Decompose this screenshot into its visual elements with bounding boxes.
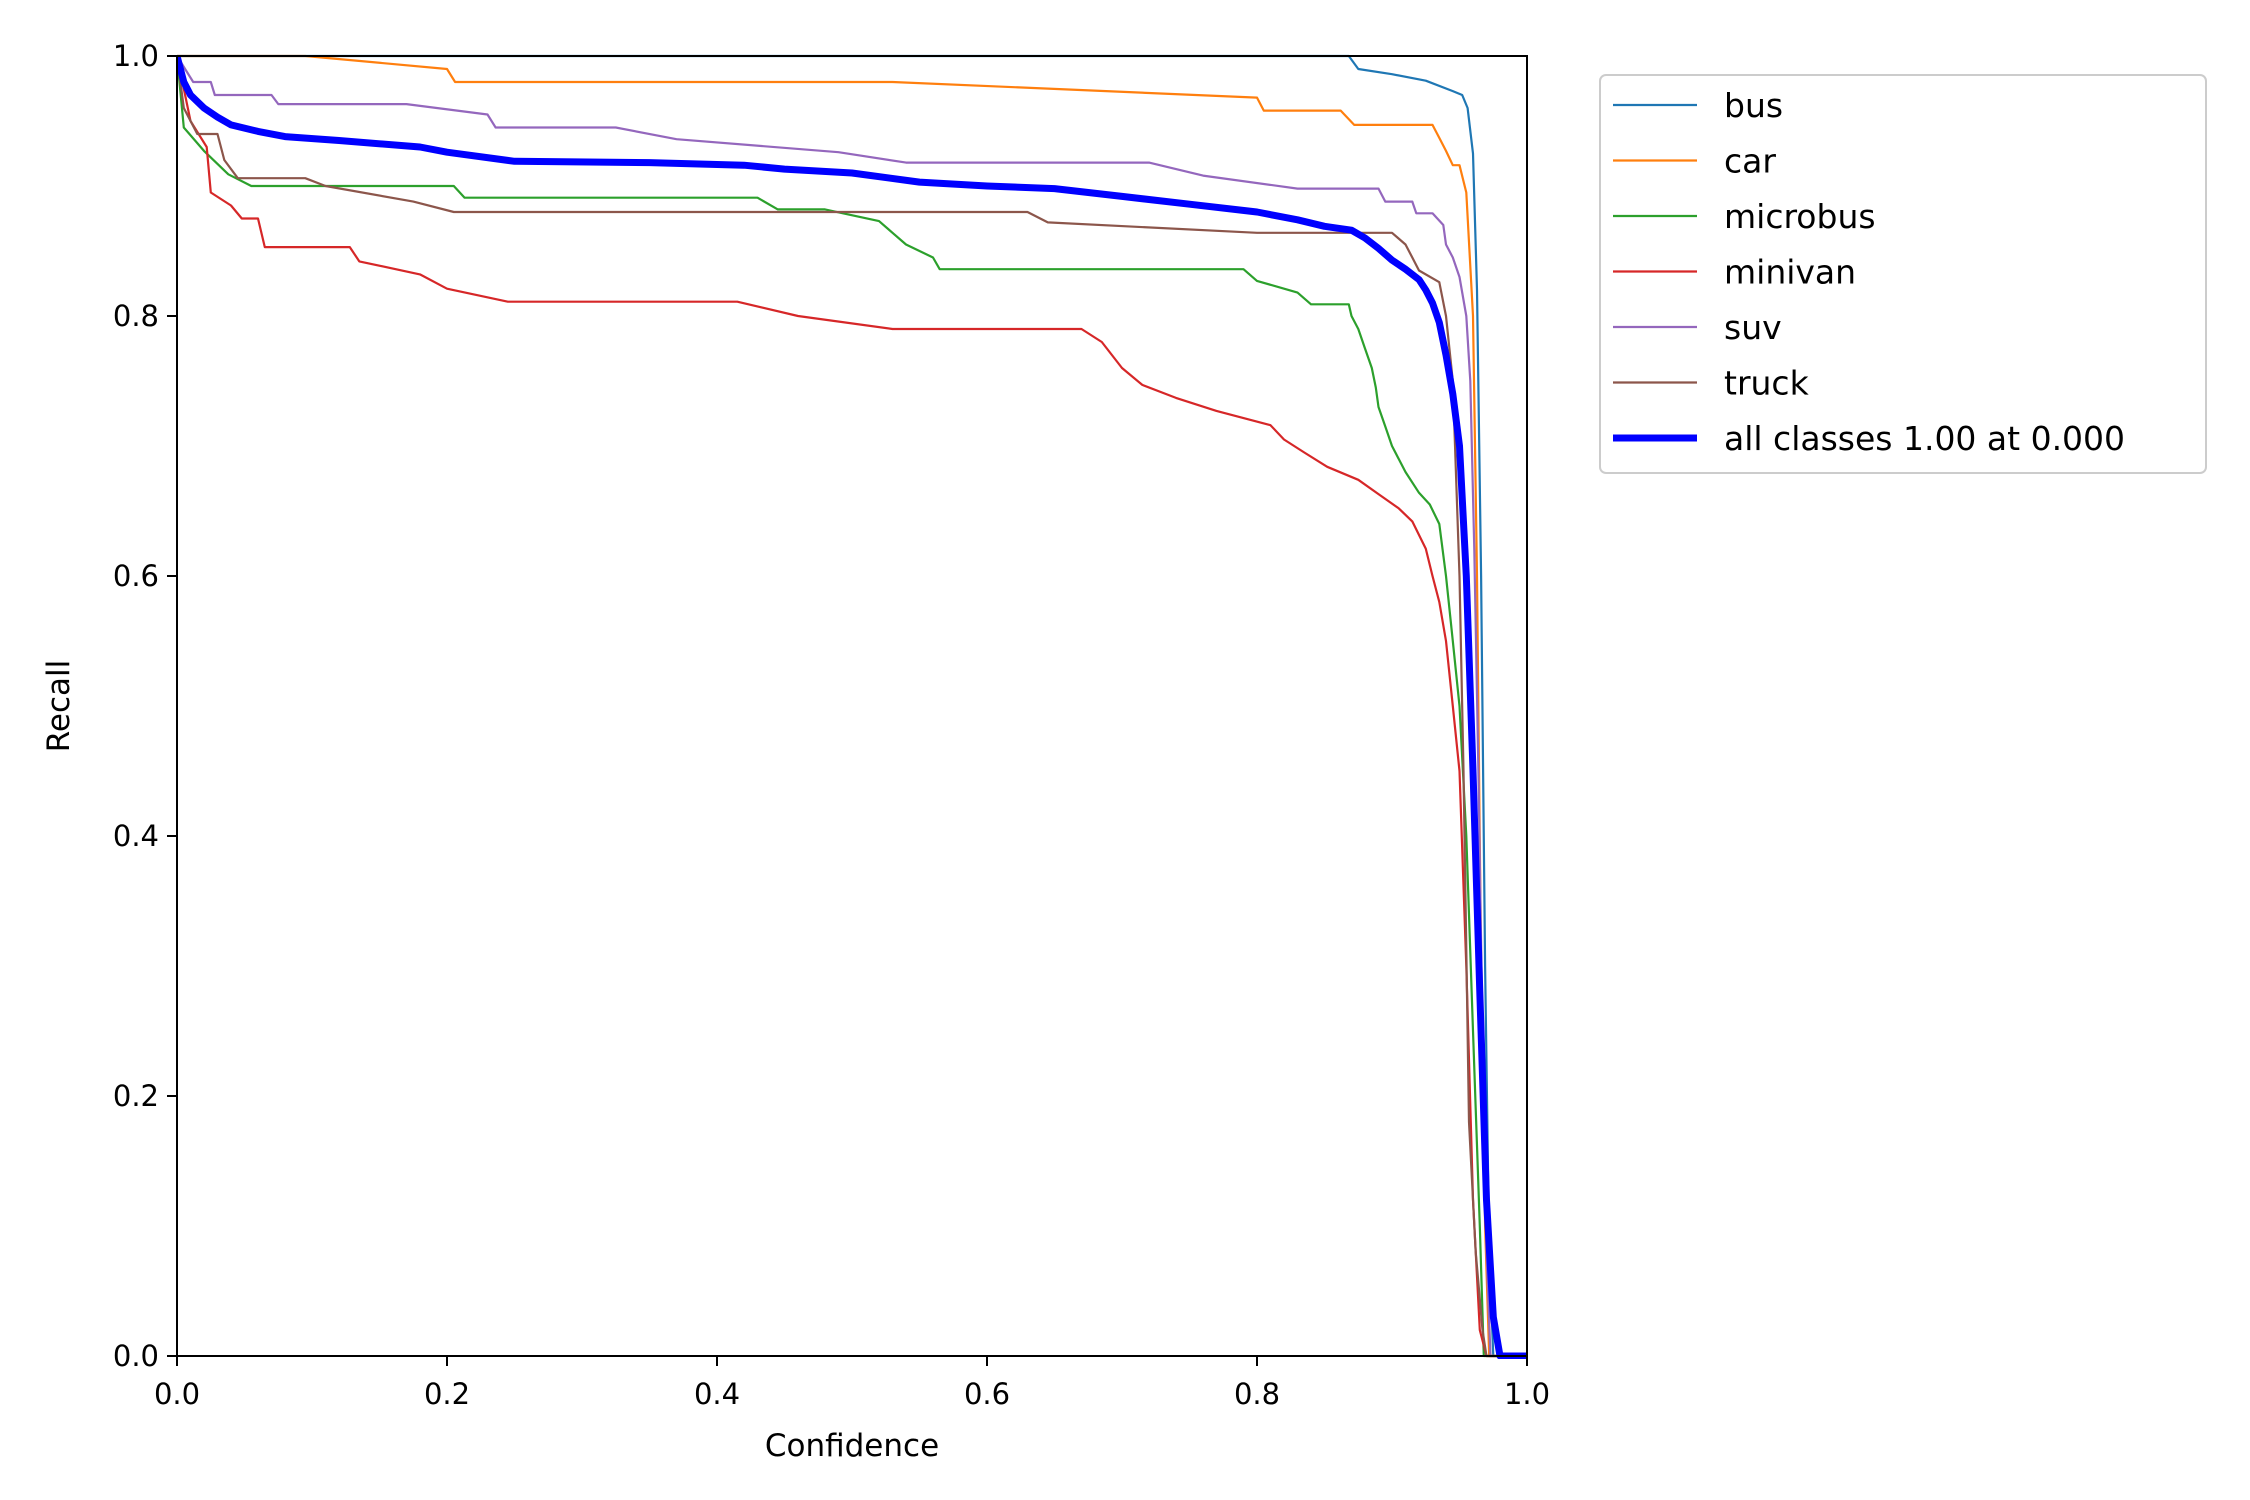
- x-tick-label: 0.8: [1234, 1377, 1280, 1411]
- x-axis-label: Confidence: [765, 1428, 939, 1464]
- series-line-car: [177, 54, 1527, 1358]
- y-tick-label: 0.6: [113, 559, 159, 593]
- plot-lines: [177, 54, 1527, 1359]
- series-line-minivan: [177, 55, 1527, 1358]
- x-axis-ticks: 0.0 0.2 0.4 0.6 0.8 1.0: [154, 1356, 1550, 1411]
- plot-frame: [176, 55, 1528, 1357]
- legend-frame: [1599, 74, 2207, 474]
- y-tick-label: 0.4: [113, 819, 159, 853]
- y-tick-label: 0.2: [113, 1079, 159, 1113]
- x-tick-label: 0.0: [154, 1377, 200, 1411]
- legend-label-suv: suv: [1724, 308, 1782, 347]
- x-tick-label: 0.6: [964, 1377, 1010, 1411]
- y-axis-label: Recall: [41, 660, 77, 753]
- legend-label-minivan: minivan: [1724, 253, 1856, 292]
- x-tick-label: 0.2: [424, 1377, 470, 1411]
- legend-label-bus: bus: [1724, 86, 1783, 125]
- series-line-truck: [177, 55, 1527, 1358]
- legend-label-car: car: [1724, 142, 1776, 181]
- y-tick-label: 1.0: [113, 39, 159, 73]
- y-axis-ticks: 0.0 0.2 0.4 0.6 0.8 1.0: [113, 39, 177, 1373]
- x-tick-label: 1.0: [1504, 1377, 1550, 1411]
- legend-label-truck: truck: [1724, 364, 1810, 403]
- series-line-suv: [177, 55, 1527, 1358]
- legend-label-microbus: microbus: [1724, 197, 1876, 236]
- legend-items: bus car microbus minivan suv truck all classes…: [1613, 86, 2125, 458]
- x-tick-label: 0.4: [694, 1377, 740, 1411]
- legend-label-all-classes-1-00-at-0-000: all classes 1.00 at 0.000: [1724, 419, 2125, 458]
- series-line-microbus: [177, 55, 1527, 1358]
- legend: bus car microbus minivan suv truck all classes…: [1599, 74, 2207, 474]
- y-tick-label: 0.0: [113, 1339, 159, 1373]
- series-line-bus: [177, 54, 1527, 1358]
- y-tick-label: 0.8: [113, 299, 159, 333]
- series-line-all-classes-1-00-at-0-000: [177, 55, 1527, 1359]
